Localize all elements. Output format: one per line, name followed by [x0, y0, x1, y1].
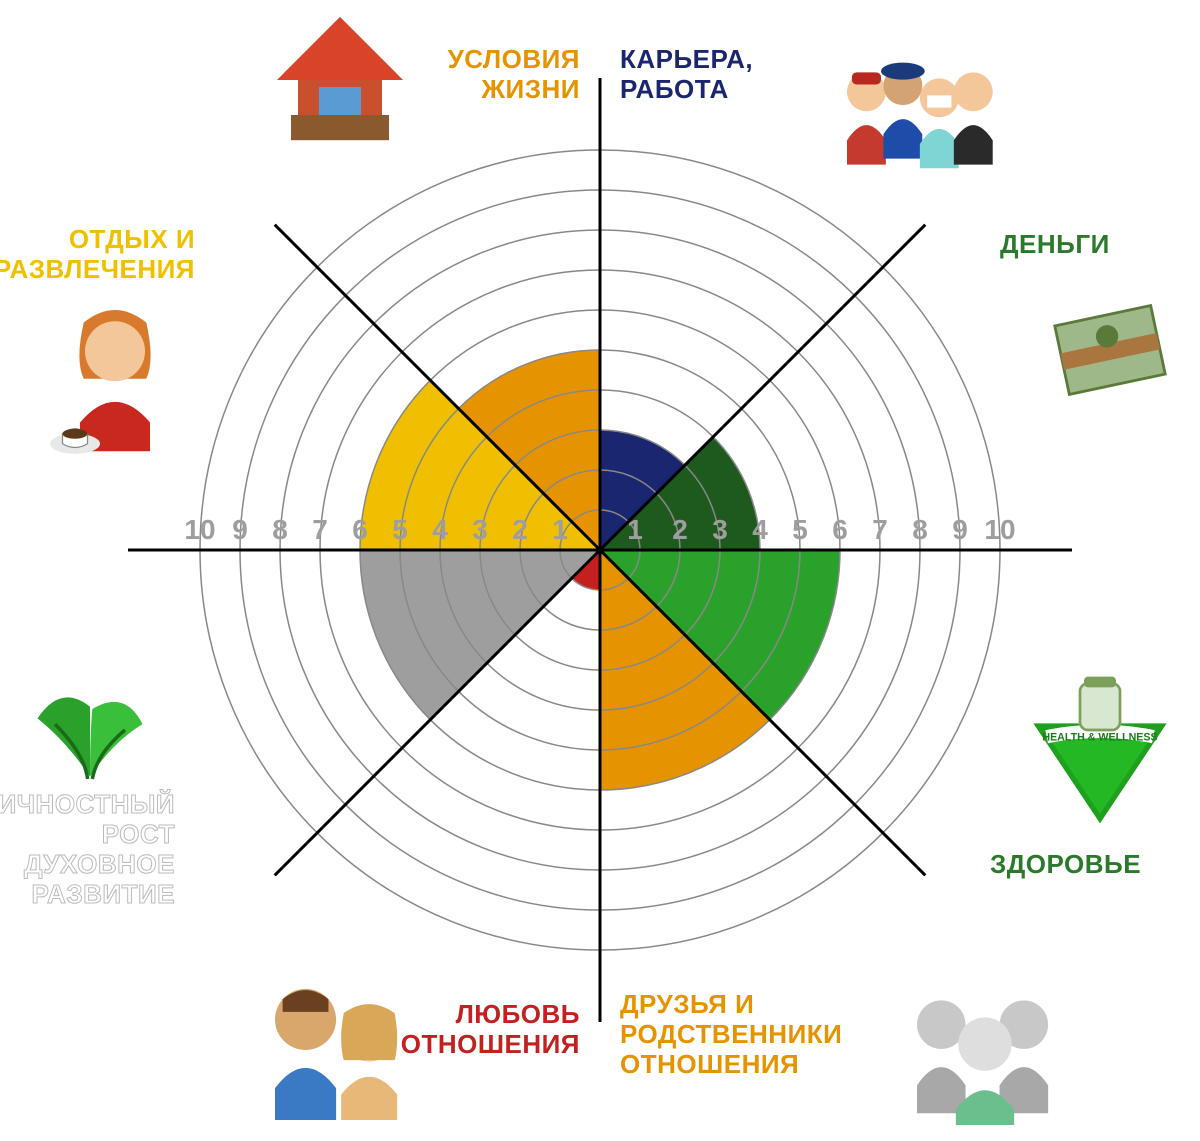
scale-right-8: 8 — [912, 514, 928, 546]
label-growth: ЛИЧНОСТНЫЙРОСТДУХОВНОЕРАЗВИТИЕ — [0, 790, 175, 910]
scale-right-2: 2 — [672, 514, 688, 546]
scale-right-4: 4 — [752, 514, 768, 546]
scale-left-3: 3 — [472, 514, 488, 546]
scale-right-9: 9 — [952, 514, 968, 546]
money-icon — [1040, 280, 1180, 420]
living-icon — [270, 10, 410, 150]
label-career: КАРЬЕРА,РАБОТА — [620, 45, 753, 105]
label-friends: ДРУЗЬЯ ИРОДСТВЕННИКИОТНОШЕНИЯ — [620, 990, 842, 1080]
scale-right-5: 5 — [792, 514, 808, 546]
scale-left-9: 9 — [232, 514, 248, 546]
scale-right-3: 3 — [712, 514, 728, 546]
love-icon — [260, 980, 430, 1120]
label-money: ДЕНЬГИ — [1000, 230, 1110, 260]
scale-left-7: 7 — [312, 514, 328, 546]
career-icon — [830, 40, 1000, 180]
scale-left-8: 8 — [272, 514, 288, 546]
scale-left-2: 2 — [512, 514, 528, 546]
scale-right-10: 10 — [984, 514, 1015, 546]
label-leisure: ОТДЫХ ИРАЗВЛЕЧЕНИЯ — [0, 225, 195, 285]
scale-right-6: 6 — [832, 514, 848, 546]
leisure-icon — [40, 300, 190, 470]
spoke-1 — [600, 225, 925, 550]
scale-right-1: 1 — [627, 514, 643, 546]
friends-icon — [900, 985, 1070, 1125]
health-icon: HEALTH & WELLNESS — [1020, 670, 1180, 830]
scale-left-10: 10 — [184, 514, 215, 546]
scale-right-7: 7 — [872, 514, 888, 546]
growth-icon — [20, 660, 160, 800]
segment-growth — [360, 550, 600, 720]
svg-text:HEALTH & WELLNESS: HEALTH & WELLNESS — [1042, 732, 1157, 744]
life-wheel-chart — [0, 0, 1200, 1141]
scale-left-4: 4 — [432, 514, 448, 546]
scale-left-1: 1 — [552, 514, 568, 546]
label-living: УСЛОВИЯЖИЗНИ — [448, 45, 580, 105]
scale-left-6: 6 — [352, 514, 368, 546]
label-health: ЗДОРОВЬЕ — [990, 850, 1141, 880]
scale-left-5: 5 — [392, 514, 408, 546]
